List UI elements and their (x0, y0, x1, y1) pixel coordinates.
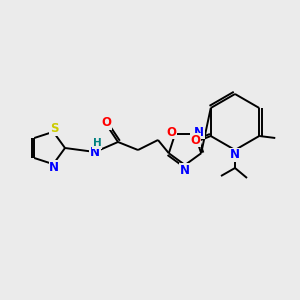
Text: S: S (50, 122, 58, 135)
Text: O: O (101, 116, 111, 130)
Text: N: N (180, 164, 190, 176)
Text: H: H (93, 138, 101, 148)
Text: O: O (166, 126, 176, 139)
Text: O: O (191, 134, 201, 146)
Text: N: N (90, 146, 100, 158)
Text: N: N (194, 126, 204, 139)
Text: N: N (49, 161, 59, 174)
Text: N: N (230, 148, 240, 161)
